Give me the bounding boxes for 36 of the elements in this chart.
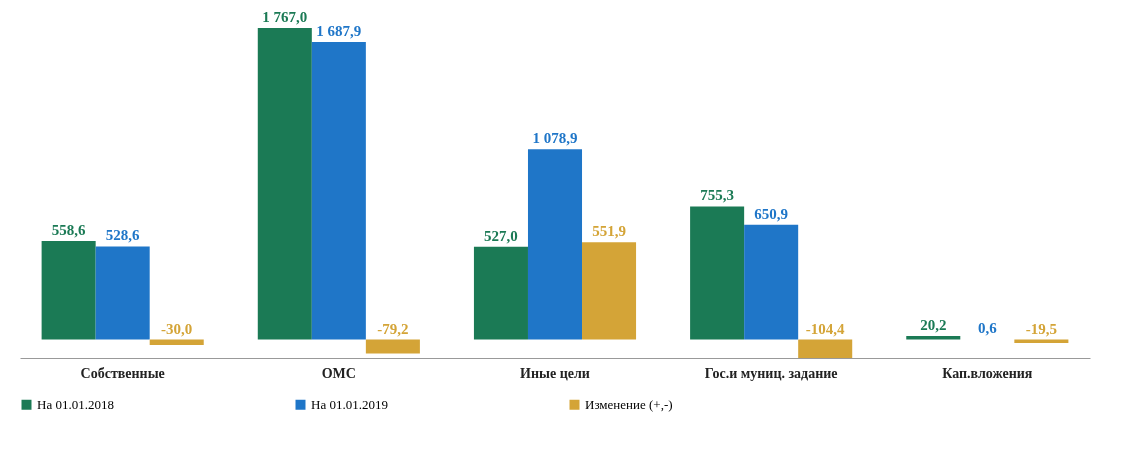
data-label: 528,6 — [105, 227, 141, 244]
bar — [690, 206, 745, 340]
bar — [473, 246, 528, 340]
data-label: -30,0 — [161, 320, 193, 337]
x-tick-label: Иные цели — [520, 365, 590, 381]
x-tick-label: Кап.вложения — [942, 365, 1033, 381]
data-label: 551,9 — [592, 223, 626, 240]
bar — [149, 339, 204, 345]
data-label: 650,9 — [754, 205, 789, 222]
legend-label: На 01.01.2018 — [37, 396, 114, 412]
x-tick-label: Гос.и муниц. задание — [704, 365, 838, 381]
data-label: 20,2 — [920, 317, 947, 334]
data-label: 1 767,0 — [262, 9, 308, 25]
data-label: -19,5 — [1025, 320, 1057, 337]
x-tick-label: Собственные — [80, 365, 165, 381]
bar — [527, 149, 583, 340]
data-label: 527,0 — [484, 227, 518, 244]
x-tick-label: ОМС — [321, 365, 356, 381]
bar — [365, 339, 420, 354]
legend-label: На 01.01.2019 — [311, 396, 388, 412]
bar — [41, 241, 96, 340]
data-label: -79,2 — [377, 320, 409, 337]
bar — [582, 242, 637, 340]
bar — [744, 224, 799, 340]
bar — [906, 336, 961, 340]
bar — [798, 339, 853, 358]
data-label: 1 078,9 — [532, 130, 578, 147]
bar — [257, 28, 312, 340]
data-label: 558,6 — [51, 222, 87, 239]
bar — [311, 41, 366, 340]
legend-label: Изменение (+,-) — [585, 396, 673, 412]
data-label: 1 687,9 — [316, 22, 362, 39]
data-label: 0,6 — [977, 320, 998, 337]
data-label: -104,4 — [805, 320, 846, 337]
data-label: 755,3 — [700, 187, 734, 204]
bar — [95, 246, 150, 340]
